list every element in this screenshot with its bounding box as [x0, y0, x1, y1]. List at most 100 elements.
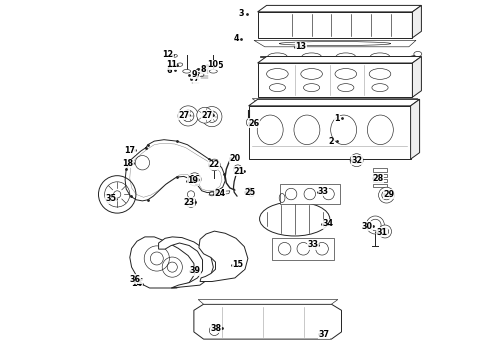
Text: 35: 35 [105, 194, 117, 203]
Text: 7: 7 [194, 74, 199, 83]
Text: 26: 26 [248, 118, 260, 127]
Ellipse shape [335, 68, 357, 79]
Circle shape [367, 216, 384, 234]
Polygon shape [258, 12, 413, 38]
Text: 11: 11 [166, 60, 177, 69]
Ellipse shape [209, 69, 217, 73]
Text: 4: 4 [233, 34, 239, 43]
Text: 29: 29 [384, 190, 394, 199]
Polygon shape [413, 5, 421, 38]
Text: 10: 10 [207, 60, 218, 69]
Ellipse shape [257, 115, 283, 145]
Text: 5: 5 [217, 61, 222, 70]
Ellipse shape [372, 84, 388, 91]
Text: 37: 37 [318, 330, 330, 338]
Polygon shape [252, 99, 418, 104]
Circle shape [188, 173, 201, 186]
Ellipse shape [301, 68, 322, 79]
Ellipse shape [338, 84, 354, 91]
Text: 24: 24 [214, 189, 225, 198]
Circle shape [197, 107, 213, 123]
Text: 33: 33 [318, 187, 329, 196]
Ellipse shape [336, 53, 356, 61]
Bar [280, 184, 340, 204]
Text: 30: 30 [362, 222, 373, 231]
Text: 9: 9 [192, 70, 197, 79]
Polygon shape [258, 57, 421, 63]
Polygon shape [130, 237, 195, 288]
Ellipse shape [246, 119, 251, 126]
Circle shape [209, 159, 220, 171]
Text: 39: 39 [190, 266, 201, 275]
Text: 28: 28 [372, 174, 384, 183]
Ellipse shape [176, 63, 183, 67]
Circle shape [379, 225, 392, 238]
Ellipse shape [249, 192, 254, 197]
Text: 2: 2 [329, 137, 334, 146]
Ellipse shape [198, 73, 204, 77]
Text: 12: 12 [162, 50, 173, 59]
Circle shape [350, 154, 363, 167]
Text: 27: 27 [178, 111, 189, 120]
Polygon shape [413, 57, 421, 97]
Bar [272, 238, 334, 260]
Polygon shape [248, 99, 419, 106]
Bar [373, 174, 387, 177]
Text: 15: 15 [232, 260, 244, 269]
Text: 36: 36 [130, 274, 141, 284]
Ellipse shape [196, 69, 202, 72]
Polygon shape [411, 99, 419, 159]
Circle shape [202, 107, 222, 127]
Text: 13: 13 [295, 42, 306, 51]
Ellipse shape [270, 84, 286, 91]
Text: 3: 3 [239, 9, 244, 18]
Text: 16: 16 [189, 175, 200, 184]
Circle shape [379, 187, 394, 203]
Polygon shape [198, 300, 338, 304]
Ellipse shape [369, 68, 391, 79]
Ellipse shape [370, 53, 390, 61]
Text: 33: 33 [307, 240, 318, 249]
Circle shape [178, 106, 198, 126]
Polygon shape [248, 106, 411, 159]
Ellipse shape [331, 115, 357, 145]
Ellipse shape [294, 115, 320, 145]
Text: 25: 25 [245, 188, 256, 197]
Circle shape [187, 191, 195, 198]
Ellipse shape [302, 53, 321, 61]
Text: 18: 18 [122, 159, 134, 168]
Text: 38: 38 [211, 324, 222, 333]
Circle shape [233, 165, 242, 174]
Ellipse shape [303, 84, 319, 91]
Polygon shape [194, 304, 342, 339]
Polygon shape [258, 5, 421, 12]
Text: 32: 32 [351, 156, 362, 165]
Circle shape [98, 176, 136, 213]
Bar [373, 179, 387, 182]
Text: 19: 19 [187, 176, 198, 185]
Ellipse shape [246, 188, 252, 193]
Polygon shape [199, 231, 248, 282]
Bar [373, 168, 387, 172]
Text: 17: 17 [124, 146, 135, 155]
Text: 1: 1 [334, 113, 340, 122]
Text: 6: 6 [167, 66, 172, 75]
Polygon shape [258, 63, 413, 97]
Polygon shape [209, 191, 230, 195]
Text: 31: 31 [376, 228, 387, 237]
Circle shape [209, 325, 220, 336]
Polygon shape [159, 237, 213, 288]
Text: 8: 8 [201, 65, 206, 74]
Text: 34: 34 [322, 219, 333, 228]
Text: 23: 23 [184, 198, 195, 207]
Circle shape [134, 273, 145, 283]
Circle shape [135, 156, 149, 170]
Text: 22: 22 [209, 161, 220, 169]
Text: 14: 14 [131, 279, 143, 288]
Ellipse shape [368, 115, 393, 145]
Ellipse shape [260, 202, 330, 236]
Text: 20: 20 [229, 154, 241, 163]
Text: 27: 27 [202, 111, 213, 120]
Ellipse shape [203, 66, 209, 69]
Text: 21: 21 [233, 167, 244, 176]
